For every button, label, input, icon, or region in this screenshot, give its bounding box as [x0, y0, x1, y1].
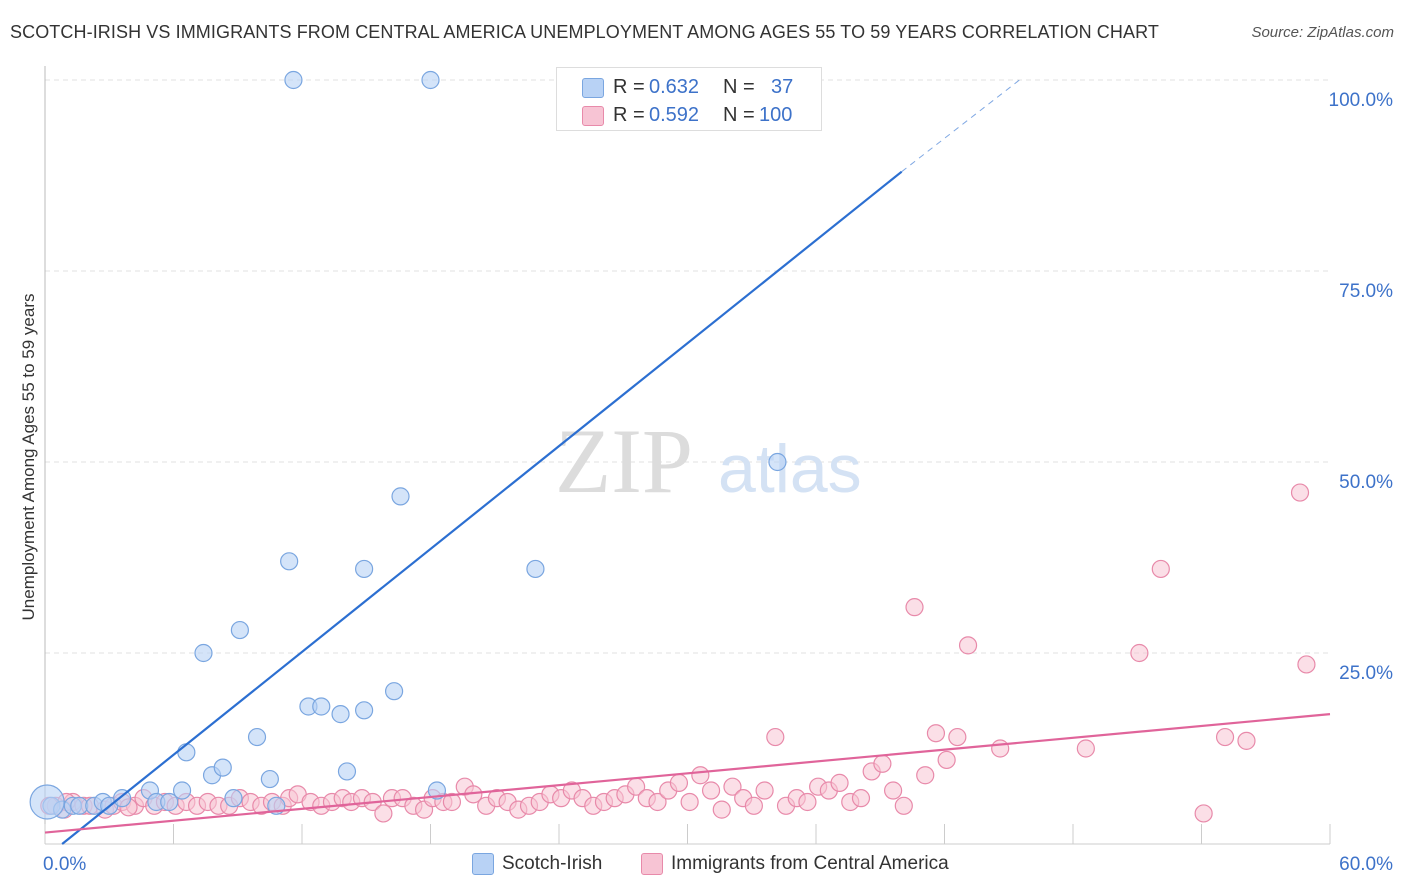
data-point-central-america — [701, 781, 721, 800]
data-point-central-america — [883, 781, 903, 800]
y-axis-label: Unemployment Among Ages 55 to 59 years — [19, 294, 38, 621]
legend-swatch-blue — [582, 78, 604, 98]
data-point-scotch-irish — [421, 70, 440, 90]
legend-r-label: R = — [613, 76, 645, 98]
data-point-central-america — [744, 796, 763, 815]
data-point-central-america — [374, 804, 393, 823]
data-point-scotch-irish — [224, 789, 243, 808]
x-tick-label: 0.0% — [43, 854, 86, 875]
trend-line-central-america — [44, 713, 1331, 834]
data-point-central-america — [691, 766, 710, 785]
data-point-scotch-irish — [194, 643, 213, 663]
data-point-central-america — [991, 739, 1010, 758]
data-point-central-america — [1151, 559, 1170, 579]
gridlines — [45, 79, 1330, 654]
bottom-legend-label: Immigrants from Central America — [671, 853, 949, 874]
data-point-scotch-irish — [355, 559, 374, 579]
data-point-scotch-irish — [768, 452, 787, 472]
bottom-legend-label: Scotch-Irish — [502, 853, 603, 874]
data-point-scotch-irish — [331, 705, 350, 724]
legend-n-label: N = — [723, 76, 755, 98]
data-point-central-america — [948, 727, 967, 747]
data-point-central-america — [1290, 483, 1310, 502]
data-point-central-america — [851, 789, 871, 808]
data-point-central-america — [873, 754, 892, 773]
data-point-scotch-irish — [172, 781, 192, 800]
data-point-central-america — [1130, 643, 1149, 663]
data-point-scotch-irish — [312, 697, 331, 716]
data-point-scotch-irish — [284, 70, 303, 90]
data-point-scotch-irish — [230, 620, 249, 640]
data-point-scotch-irish — [29, 784, 65, 820]
y-tick-label: 100.0% — [1329, 90, 1394, 111]
legend-n-value: 37 — [771, 76, 794, 98]
data-point-scotch-irish — [160, 792, 179, 812]
data-point-central-america — [712, 800, 731, 819]
source-label: Source: ZipAtlas.com — [1251, 24, 1394, 41]
legend-swatch-pink — [582, 106, 604, 126]
axes — [44, 66, 1331, 845]
data-point-scotch-irish — [260, 769, 279, 789]
data-point-central-america — [766, 727, 785, 747]
x-tick-label: 60.0% — [1339, 854, 1393, 875]
chart-title: SCOTCH-IRISH VS IMMIGRANTS FROM CENTRAL … — [10, 22, 1159, 42]
data-point-central-america — [798, 792, 817, 812]
data-point-central-america — [1297, 655, 1316, 674]
trend-line-scotch-irish-extension — [901, 79, 1020, 173]
data-point-scotch-irish — [280, 552, 299, 571]
y-tick-label: 75.0% — [1339, 281, 1393, 302]
legend-row-scotch-irish: R = 0.632 N = 37 — [557, 73, 821, 101]
series-scotch-irish — [29, 70, 787, 820]
data-point-central-america — [680, 792, 699, 812]
legend-r-value: 0.632 — [649, 76, 700, 98]
data-point-central-america — [1215, 727, 1235, 747]
tick-labels: 25.0% 50.0% 75.0% 100.0% 0.0% 60.0% — [43, 90, 1393, 875]
legend-row-central-america: R = 0.592 N = 100 — [557, 101, 821, 129]
data-point-central-america — [669, 773, 689, 792]
data-point-scotch-irish — [213, 758, 232, 777]
bottom-legend-swatch-pink — [641, 853, 663, 875]
data-point-central-america — [916, 766, 935, 785]
data-point-scotch-irish — [355, 701, 374, 720]
data-point-central-america — [1237, 731, 1256, 750]
data-point-central-america — [1194, 804, 1213, 823]
legend-r-value: 0.592 — [649, 104, 700, 126]
data-point-central-america — [926, 724, 946, 743]
data-point-central-america — [905, 598, 924, 617]
data-point-central-america — [723, 777, 742, 796]
data-point-central-america — [958, 636, 978, 655]
trend-line-scotch-irish — [61, 170, 903, 845]
data-point-central-america — [894, 796, 913, 815]
y-tick-label: 25.0% — [1339, 663, 1393, 684]
watermark-zip: ZIP — [555, 410, 693, 512]
trend-lines — [44, 79, 1331, 845]
data-point-central-america — [937, 750, 956, 770]
legend-r-label: R = — [613, 104, 645, 126]
data-point-scotch-irish — [384, 682, 404, 701]
data-point-scotch-irish — [427, 781, 447, 800]
data-point-scotch-irish — [526, 559, 545, 579]
legend: R = 0.632 N = 37 R = 0.592 N = 100 — [556, 67, 822, 131]
data-point-central-america — [755, 781, 774, 800]
data-point-central-america — [1076, 739, 1095, 758]
data-point-scotch-irish — [337, 762, 357, 781]
data-point-scotch-irish — [391, 487, 410, 506]
data-point-scotch-irish — [177, 743, 196, 762]
data-point-central-america — [442, 792, 462, 812]
watermark-atlas: atlas — [718, 431, 862, 507]
data-point-central-america — [648, 792, 667, 812]
bottom-legend-swatch-blue — [472, 853, 494, 875]
data-point-central-america — [830, 773, 849, 792]
y-tick-label: 50.0% — [1339, 472, 1393, 493]
legend-n-label: N = — [723, 104, 755, 126]
watermark: ZIP atlas — [555, 410, 862, 512]
data-point-scotch-irish — [247, 727, 267, 747]
legend-n-value: 100 — [759, 104, 793, 126]
